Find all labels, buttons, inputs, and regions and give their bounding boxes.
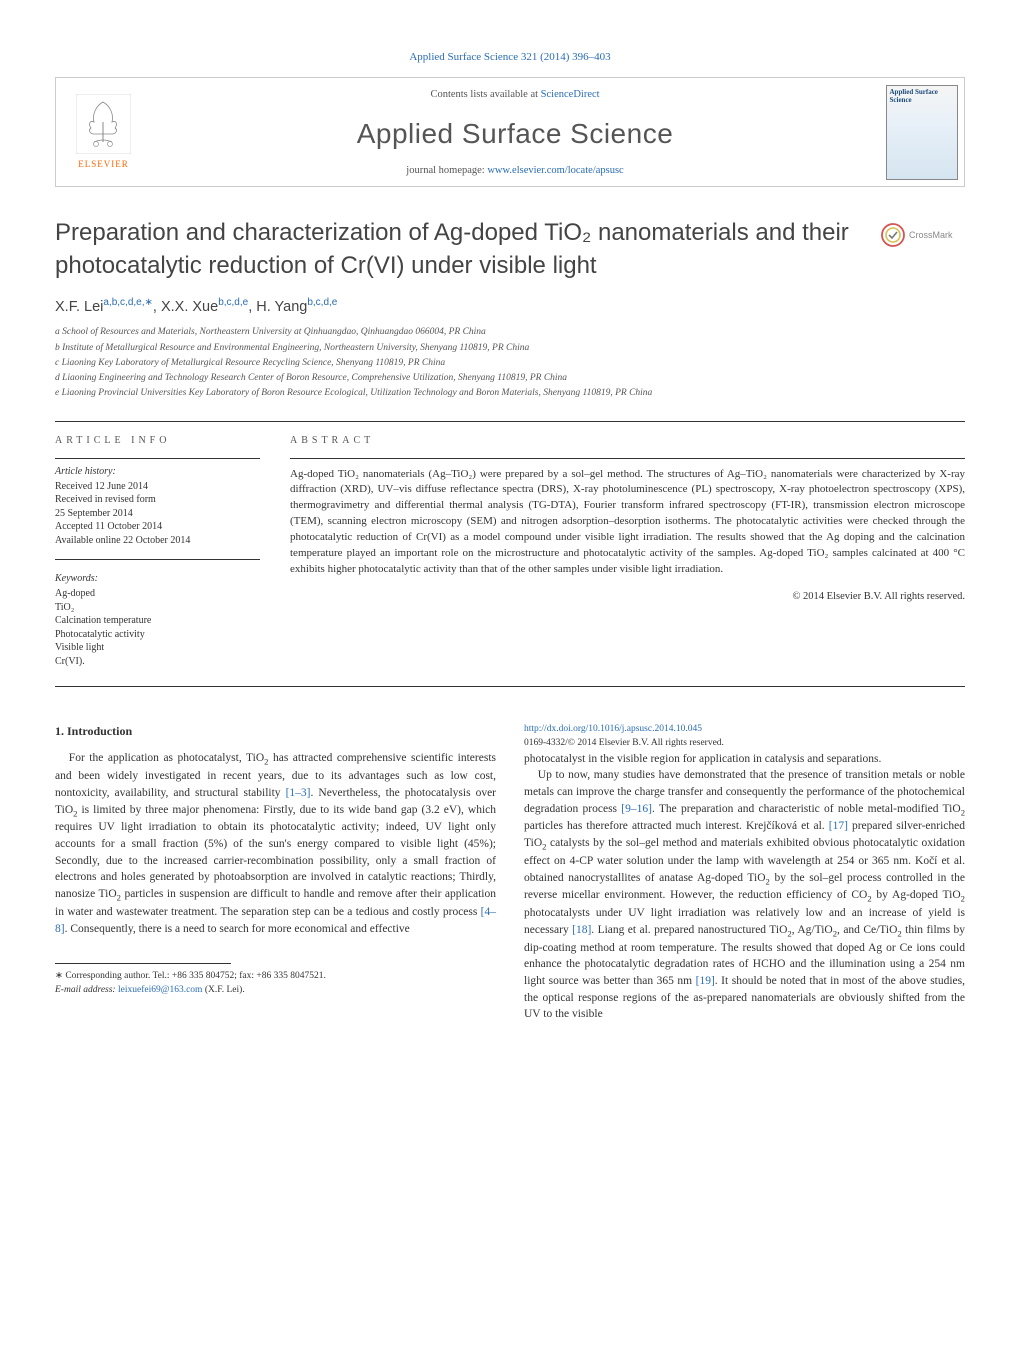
keywords-label: Keywords: [55, 572, 260, 586]
contents-available-line: Contents lists available at ScienceDirec… [161, 88, 869, 103]
affiliation-item: b Institute of Metallurgical Resource an… [55, 341, 965, 355]
intro-para: Up to now, many studies have demonstrate… [524, 767, 965, 1023]
article-info-label: article info [55, 434, 260, 448]
intro-para: For the application as photocatalyst, Ti… [55, 750, 496, 937]
keyword-item: Calcination temperature [55, 614, 260, 628]
history-item: Accepted 11 October 2014 [55, 520, 260, 534]
divider [55, 559, 260, 560]
intro-para: photocatalyst in the visible region for … [524, 751, 965, 768]
article-info-column: article info Article history: Received 1… [55, 434, 260, 669]
header-center: Contents lists available at ScienceDirec… [151, 78, 879, 186]
keyword-item: Photocatalytic activity [55, 628, 260, 642]
intro-heading: 1. Introduction [55, 723, 496, 740]
crossmark-icon [881, 223, 905, 247]
keyword-item: Visible light [55, 641, 260, 655]
keyword-item: Cr(VI). [55, 655, 260, 669]
email-label: E-mail address: [55, 985, 118, 995]
keyword-item: Ag-doped [55, 587, 260, 601]
homepage-line: journal homepage: www.elsevier.com/locat… [161, 164, 869, 179]
divider [55, 458, 260, 459]
contents-prefix: Contents lists available at [430, 89, 540, 100]
email-suffix: (X.F. Lei). [202, 985, 244, 995]
history-label: Article history: [55, 465, 260, 479]
title-text: Preparation and characterization of Ag-d… [55, 219, 849, 278]
divider [290, 458, 965, 459]
journal-cover-thumb: Applied Surface Science [879, 78, 964, 186]
doi-block: http://dx.doi.org/10.1016/j.apsusc.2014.… [524, 723, 965, 751]
crossmark-badge[interactable]: CrossMark [881, 221, 965, 249]
corresponding-email-link[interactable]: leixuefei69@163.com [118, 985, 202, 995]
abstract-label: abstract [290, 434, 965, 448]
elsevier-logo: ELSEVIER [56, 78, 151, 186]
keyword-item: TiO₂ [55, 601, 260, 615]
homepage-prefix: journal homepage: [406, 165, 487, 176]
authors-line: X.F. Leia,b,c,d,e,∗, X.X. Xueb,c,d,e, H.… [55, 296, 965, 317]
history-item: 25 September 2014 [55, 507, 260, 521]
journal-header: ELSEVIER Contents lists available at Sci… [55, 77, 965, 187]
body-text: 1. Introduction For the application as p… [55, 723, 965, 1023]
history-item: Received 12 June 2014 [55, 480, 260, 494]
abstract-column: abstract Ag-doped TiO₂ nanomaterials (Ag… [290, 434, 965, 669]
article-title: Preparation and characterization of Ag-d… [55, 217, 965, 282]
divider [55, 686, 965, 687]
affiliation-item: e Liaoning Provincial Universities Key L… [55, 386, 965, 400]
journal-name: Applied Surface Science [161, 114, 869, 153]
affiliation-item: a School of Resources and Materials, Nor… [55, 325, 965, 339]
corresponding-line: ∗ Corresponding author. Tel.: +86 335 80… [55, 970, 496, 983]
affiliations: a School of Resources and Materials, Nor… [55, 325, 965, 400]
sciencedirect-link[interactable]: ScienceDirect [541, 89, 600, 100]
cover-title: Applied Surface Science [890, 89, 954, 104]
doi-link[interactable]: http://dx.doi.org/10.1016/j.apsusc.2014.… [524, 724, 702, 734]
affiliation-item: d Liaoning Engineering and Technology Re… [55, 371, 965, 385]
crossmark-label: CrossMark [909, 229, 953, 241]
issn-copyright: 0169-4332/© 2014 Elsevier B.V. All right… [524, 737, 965, 751]
citation-line: Applied Surface Science 321 (2014) 396–4… [55, 50, 965, 65]
homepage-link[interactable]: www.elsevier.com/locate/apsusc [487, 165, 623, 176]
history-item: Available online 22 October 2014 [55, 534, 260, 548]
abstract-copyright: © 2014 Elsevier B.V. All rights reserved… [290, 590, 965, 605]
affiliation-item: c Liaoning Key Laboratory of Metallurgic… [55, 356, 965, 370]
history-item: Received in revised form [55, 493, 260, 507]
footnote-divider [55, 963, 231, 964]
elsevier-tree-icon [76, 94, 131, 154]
abstract-text: Ag-doped TiO₂ nanomaterials (Ag–TiO₂) we… [290, 467, 965, 579]
corresponding-footnote: ∗ Corresponding author. Tel.: +86 335 80… [55, 970, 496, 997]
divider [55, 421, 965, 422]
elsevier-text: ELSEVIER [78, 158, 129, 171]
